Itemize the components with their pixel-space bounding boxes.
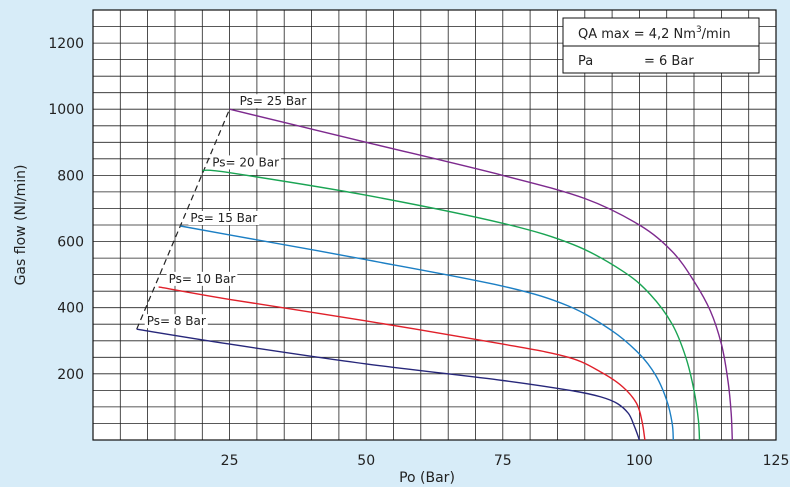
series-line-0 — [136, 328, 641, 441]
info-qa-max-prefix: QA max = 4,2 Nm — [578, 27, 696, 42]
info-pa-key: Pa — [578, 54, 593, 69]
y-tick-label: 1200 — [48, 36, 84, 52]
x-tick-label: 50 — [357, 453, 375, 469]
x-tick-label: 125 — [763, 453, 790, 469]
series-label: Ps= 25 Bar — [240, 94, 307, 108]
tick-labels: 25 50 75 100 125 200 400 600 800 1000 1200 — [48, 36, 789, 469]
x-tick-label: 100 — [626, 453, 653, 469]
series-line-2 — [180, 225, 674, 441]
series-label-bg — [166, 271, 238, 286]
y-tick-label: 1000 — [48, 102, 84, 118]
series-label-bg — [188, 210, 260, 225]
series-layer: Ps= 8 Bar Ps= 10 Bar Ps= 15 Bar Ps= 20 Bar P… — [136, 94, 733, 441]
info-qa-max: QA max = 4,2 Nm3/min — [578, 25, 731, 42]
series-label: Ps= 15 Bar — [190, 211, 257, 225]
info-box: QA max = 4,2 Nm3/min Pa = 6 Bar — [562, 17, 760, 74]
y-tick-label: 600 — [57, 235, 84, 251]
series-line-1 — [158, 286, 646, 441]
x-axis-label: Po (Bar) — [399, 470, 455, 486]
info-pa-value: = 6 Bar — [644, 54, 694, 69]
series-line-3 — [202, 169, 701, 441]
y-tick-label: 400 — [57, 301, 84, 317]
x-tick-label: 75 — [494, 453, 512, 469]
y-tick-label: 200 — [57, 367, 84, 383]
y-tick-label: 800 — [57, 168, 84, 184]
series-label: Ps= 20 Bar — [212, 155, 279, 169]
series-label-bg — [144, 314, 208, 329]
info-qa-max-suffix: /min — [702, 27, 731, 42]
series-label: Ps= 10 Bar — [169, 272, 236, 286]
x-tick-label: 25 — [221, 453, 239, 469]
series-label-bg — [237, 94, 309, 109]
plot-border — [92, 9, 777, 441]
info-qa-max-sup: 3 — [696, 25, 702, 35]
series-line-4 — [229, 108, 733, 441]
series-label: Ps= 8 Bar — [147, 314, 206, 328]
y-axis-label: Gas flow (Nl/min) — [13, 165, 29, 286]
series-label-bg — [210, 155, 282, 170]
